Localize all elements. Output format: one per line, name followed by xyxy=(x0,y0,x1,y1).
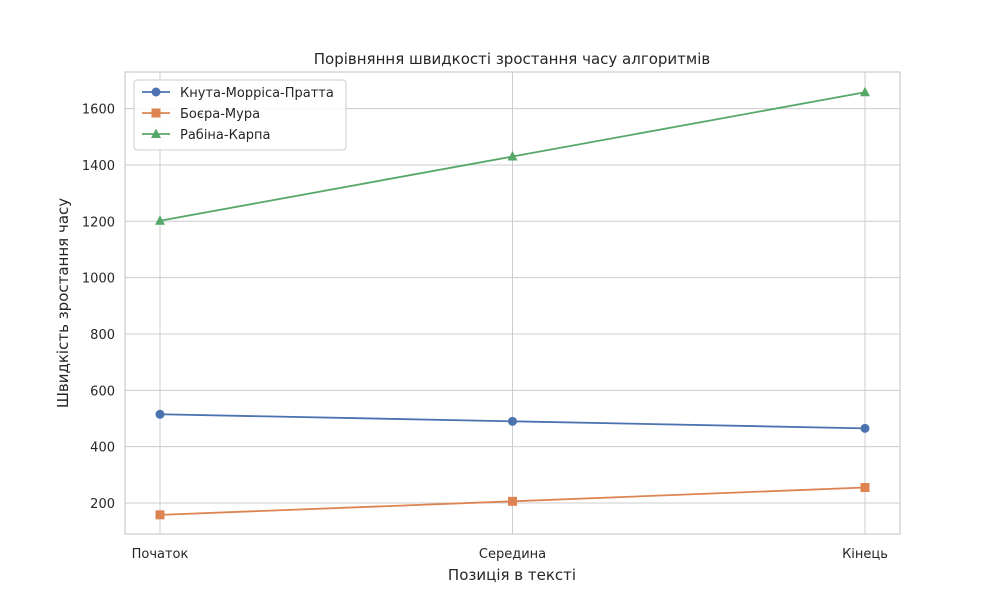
y-tick-label: 200 xyxy=(90,497,115,512)
y-tick-label: 1000 xyxy=(82,272,115,287)
x-tick-label: Середина xyxy=(479,547,546,562)
y-axis-label: Швидкість зростання часу xyxy=(54,198,72,408)
legend: Кнута-Морріса-Пратта Боєра-Мура Рабіна-Кар… xyxy=(133,79,347,151)
data-point xyxy=(155,510,165,520)
data-point xyxy=(508,496,517,506)
legend-marker xyxy=(151,128,161,138)
y-tick-label: 600 xyxy=(90,384,115,399)
legend-marker xyxy=(151,108,161,118)
legend-label: Кнута-Морріса-Пратта xyxy=(180,86,334,101)
x-tick-label: Кінець xyxy=(842,547,888,562)
data-point xyxy=(508,416,517,426)
legend-box xyxy=(133,79,347,151)
x-tick-label: Початок xyxy=(132,547,189,562)
data-point xyxy=(860,86,870,97)
plot-frame xyxy=(124,71,901,535)
data-point xyxy=(155,409,165,419)
series-layer xyxy=(155,86,870,520)
data-point xyxy=(155,215,165,225)
y-tick-label: 400 xyxy=(90,441,115,456)
x-axis-label: Позиція в тексті xyxy=(448,566,576,584)
y-tick-label: 1600 xyxy=(82,103,115,118)
chart-title: Порівняння швидкості зростання часу алго… xyxy=(314,50,710,68)
data-point xyxy=(860,423,870,433)
y-tick-label: 800 xyxy=(90,328,115,343)
y-tick-label: 1200 xyxy=(82,215,115,230)
data-point xyxy=(860,483,870,493)
legend-label: Боєра-Мура xyxy=(180,107,260,122)
data-point xyxy=(507,151,518,161)
y-tick-label: 1400 xyxy=(82,159,115,174)
tick-labels: 200 400 600 800 1000 1200 1400 1600 Початок Серед… xyxy=(82,103,888,562)
legend-label: Рабіна-Карпа xyxy=(180,128,271,143)
legend-marker xyxy=(151,87,161,97)
